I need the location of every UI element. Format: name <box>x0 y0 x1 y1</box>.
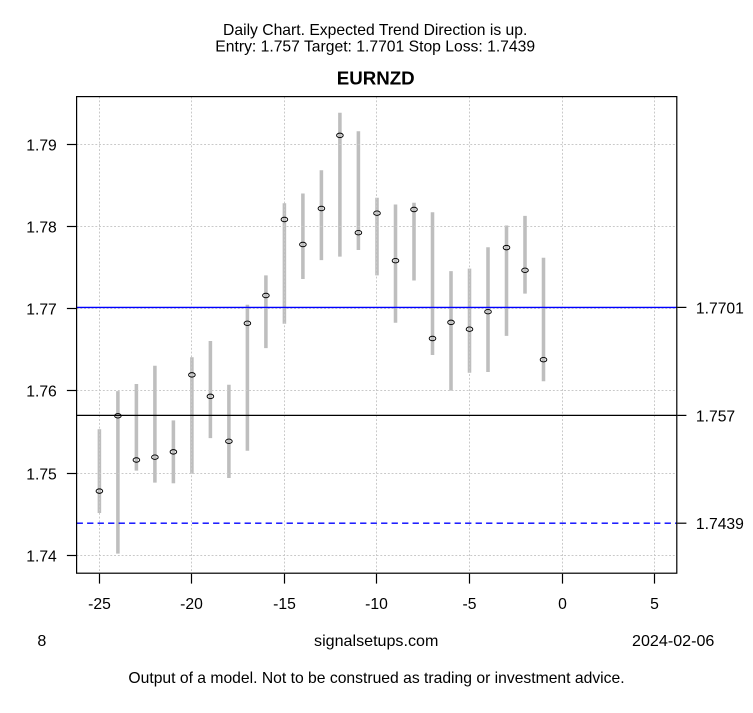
svg-text:-25: -25 <box>88 596 111 613</box>
svg-text:Entry: 1.757 Target: 1.7701 St: Entry: 1.757 Target: 1.7701 Stop Loss: 1… <box>215 39 535 56</box>
svg-text:8: 8 <box>37 632 46 650</box>
svg-text:1.7701: 1.7701 <box>696 300 744 317</box>
svg-text:-5: -5 <box>463 596 477 613</box>
svg-text:-20: -20 <box>180 596 203 613</box>
svg-text:EURNZD: EURNZD <box>337 67 415 88</box>
svg-text:-15: -15 <box>273 596 296 613</box>
svg-text:1.75: 1.75 <box>26 466 57 483</box>
svg-text:1.757: 1.757 <box>696 408 735 425</box>
svg-text:1.78: 1.78 <box>26 219 57 236</box>
svg-text:0: 0 <box>558 596 567 613</box>
svg-text:1.7439: 1.7439 <box>696 516 744 533</box>
svg-text:5: 5 <box>650 596 659 613</box>
svg-text:2024-02-06: 2024-02-06 <box>632 632 714 650</box>
svg-text:1.77: 1.77 <box>26 301 57 318</box>
svg-text:-10: -10 <box>365 596 388 613</box>
svg-text:1.76: 1.76 <box>26 383 57 400</box>
svg-text:1.79: 1.79 <box>26 137 57 154</box>
svg-text:signalsetups.com: signalsetups.com <box>314 632 438 650</box>
svg-text:Daily Chart. Expected Trend Di: Daily Chart. Expected Trend Direction is… <box>223 22 527 39</box>
svg-text:Output of a model. Not to be c: Output of a model. Not to be construed a… <box>128 670 624 687</box>
svg-text:1.74: 1.74 <box>26 548 57 565</box>
